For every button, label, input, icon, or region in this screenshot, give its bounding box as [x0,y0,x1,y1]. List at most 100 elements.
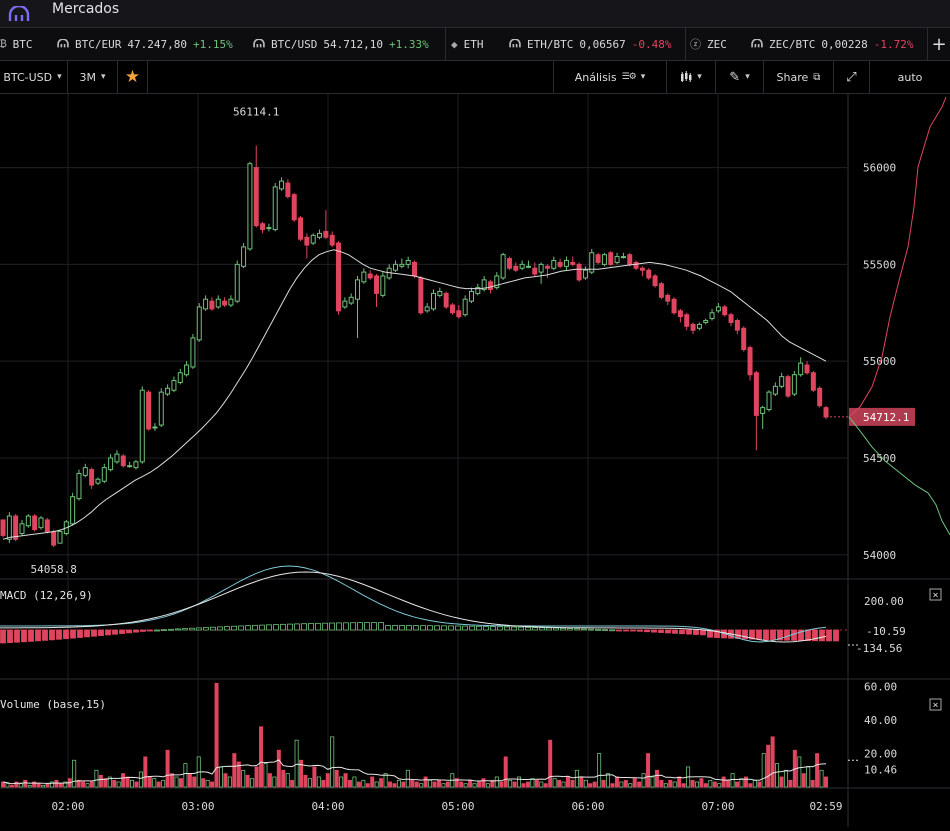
candle-body [196,306,202,341]
chevron-down-icon: ▾ [57,72,62,82]
candle-body [715,306,721,312]
analysis-button[interactable]: Análisis ☰⚙ ▾ [553,61,667,93]
macd-histogram-bar [511,626,517,631]
ticker-eth-btc[interactable]: ETH/BTC 0,06567 -0.48% [509,28,671,60]
volume-bar [721,776,726,788]
volume-bar [58,783,63,788]
ticker-btc-usd[interactable]: BTC/USD 54.712,10 +1.33% [253,28,429,60]
chart-type-button[interactable]: ▾ [667,61,716,93]
volume-bar [468,779,473,788]
chart-canvas[interactable]: 54000 54500 55000 55500 56000 56114.1 54058.8 5… [0,94,950,827]
scale-mode-label: auto [897,70,923,84]
macd-histogram-bar [770,629,776,641]
candle [608,250,614,267]
chart-area[interactable]: 54000 54500 55000 55500 56000 56114.1 54058.8 5… [0,94,950,827]
candle-body [348,296,354,304]
candle [114,450,120,464]
volume-bar [143,756,148,788]
candle [563,256,569,271]
ticker-zec-btc[interactable]: ZEC/BTC 0,00228 -1.72% [751,28,913,60]
volume-bar [766,744,771,788]
price-axis-tick: 54000 [863,549,896,562]
candle [627,252,633,267]
volume-bar [694,781,699,788]
macd-histogram-bar [154,629,160,632]
macd-histogram-bar [777,629,783,641]
volume-bar [628,783,633,788]
volume-bar [94,769,99,788]
candle-body [260,223,266,231]
share-button[interactable]: Share ⧉ [764,61,834,93]
candle [500,252,506,280]
add-ticker-button[interactable]: + [927,28,950,60]
candle [133,459,139,470]
favorite-button[interactable]: ★ [118,61,148,93]
fullscreen-button[interactable]: ⤢ [834,61,870,93]
candle-body [544,265,550,269]
volume-bar [98,774,103,788]
candle-body [139,389,145,463]
volume-bar [708,779,713,788]
drawing-tools-button[interactable]: ✎ ▾ [716,61,764,93]
pair-selector[interactable]: BTC-USD ▾ [0,61,68,93]
ethereum-icon: ◆ [451,37,458,51]
candle [791,370,797,397]
volume-bar [290,779,295,788]
volume-bar [107,776,112,788]
scale-mode-button[interactable]: auto [870,61,950,93]
candle-body [215,298,221,308]
candle-body [753,372,759,416]
candle-body [722,306,728,316]
ticker-eth[interactable]: ◆ ETH [451,28,490,60]
macd-histogram-bar [322,622,328,631]
candle-body [570,261,576,265]
interval-selector[interactable]: 3M ▾ [68,61,118,93]
macd-histogram-bar [112,629,118,635]
macd-histogram-bar [98,629,104,636]
candle [601,252,607,267]
candle-body [203,298,209,310]
candle-body [487,281,493,291]
candle-body [171,380,177,391]
ticker-zec[interactable]: ⓩ ZEC [690,28,733,60]
candle [677,308,683,323]
candle-body [76,472,82,500]
macd-histogram-bar [175,628,181,631]
macd-histogram-bar [434,625,440,631]
macd-histogram-bar [602,629,608,631]
macd-histogram-bar [203,627,209,631]
volume-bar [637,781,642,788]
candle [703,318,709,325]
volume-bar [365,783,370,788]
macd-histogram-bar [427,625,433,631]
candle [766,390,772,412]
macd-histogram-bar [196,627,202,631]
volume-bar [597,753,602,788]
candle [614,252,620,265]
macd-histogram-bar [623,629,629,632]
volume-bar [392,783,397,788]
volume-bar [14,781,19,788]
nav-markets-link[interactable]: Mercados [52,1,120,17]
ticker-btc-eur[interactable]: BTC/EUR 47.247,80 +1.15% [57,28,233,60]
macd-histogram-bar [490,626,496,631]
volume-bar [232,753,237,788]
macd-histogram-bar [343,622,349,631]
macd-histogram-bar [483,626,489,631]
exchange-logo-icon[interactable] [0,0,38,27]
volume-bar [374,781,379,788]
candle [228,295,234,307]
candle [317,229,323,240]
candle [374,274,380,307]
chevron-down-icon: ▾ [697,72,702,82]
volume-bar [601,779,606,788]
macd-histogram-bar [763,629,769,640]
candle-body [500,254,506,279]
macd-histogram-bar [672,629,678,634]
ticker-btc[interactable]: ₿ BTC [0,28,38,60]
volume-bar [152,778,157,788]
macd-histogram-bar [476,625,482,631]
candle-body [323,230,329,238]
candle [709,308,715,321]
macd-histogram-bar [287,623,293,631]
